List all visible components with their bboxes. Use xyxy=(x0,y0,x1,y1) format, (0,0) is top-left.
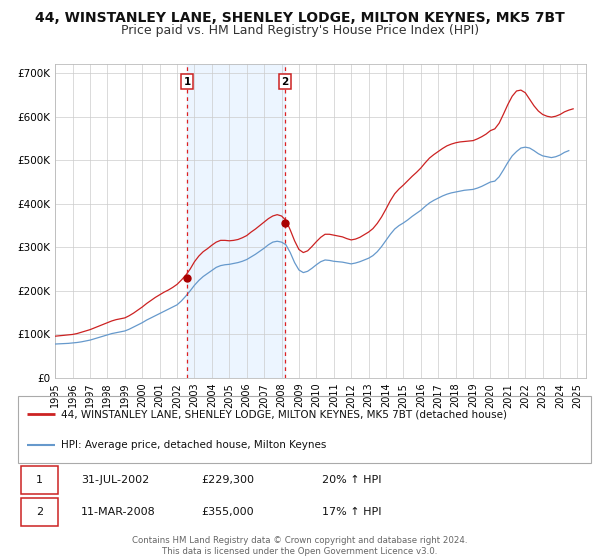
Text: 44, WINSTANLEY LANE, SHENLEY LODGE, MILTON KEYNES, MK5 7BT: 44, WINSTANLEY LANE, SHENLEY LODGE, MILT… xyxy=(35,11,565,25)
Bar xyxy=(187,64,285,378)
FancyBboxPatch shape xyxy=(21,498,58,526)
Text: HPI: Average price, detached house, Milton Keynes: HPI: Average price, detached house, Milt… xyxy=(61,440,326,450)
Text: 17% ↑ HPI: 17% ↑ HPI xyxy=(322,507,381,517)
Text: 1: 1 xyxy=(184,77,191,87)
Text: 11-MAR-2008: 11-MAR-2008 xyxy=(81,507,156,517)
Text: 2: 2 xyxy=(281,77,289,87)
Text: Contains HM Land Registry data © Crown copyright and database right 2024.
This d: Contains HM Land Registry data © Crown c… xyxy=(132,536,468,556)
Text: Price paid vs. HM Land Registry's House Price Index (HPI): Price paid vs. HM Land Registry's House … xyxy=(121,24,479,36)
Text: 2: 2 xyxy=(36,507,43,517)
Text: 20% ↑ HPI: 20% ↑ HPI xyxy=(322,475,381,486)
FancyBboxPatch shape xyxy=(21,466,58,494)
Text: £229,300: £229,300 xyxy=(202,475,254,486)
Text: 44, WINSTANLEY LANE, SHENLEY LODGE, MILTON KEYNES, MK5 7BT (detached house): 44, WINSTANLEY LANE, SHENLEY LODGE, MILT… xyxy=(61,409,507,419)
Text: £355,000: £355,000 xyxy=(202,507,254,517)
Text: 31-JUL-2002: 31-JUL-2002 xyxy=(81,475,149,486)
Text: 1: 1 xyxy=(36,475,43,486)
